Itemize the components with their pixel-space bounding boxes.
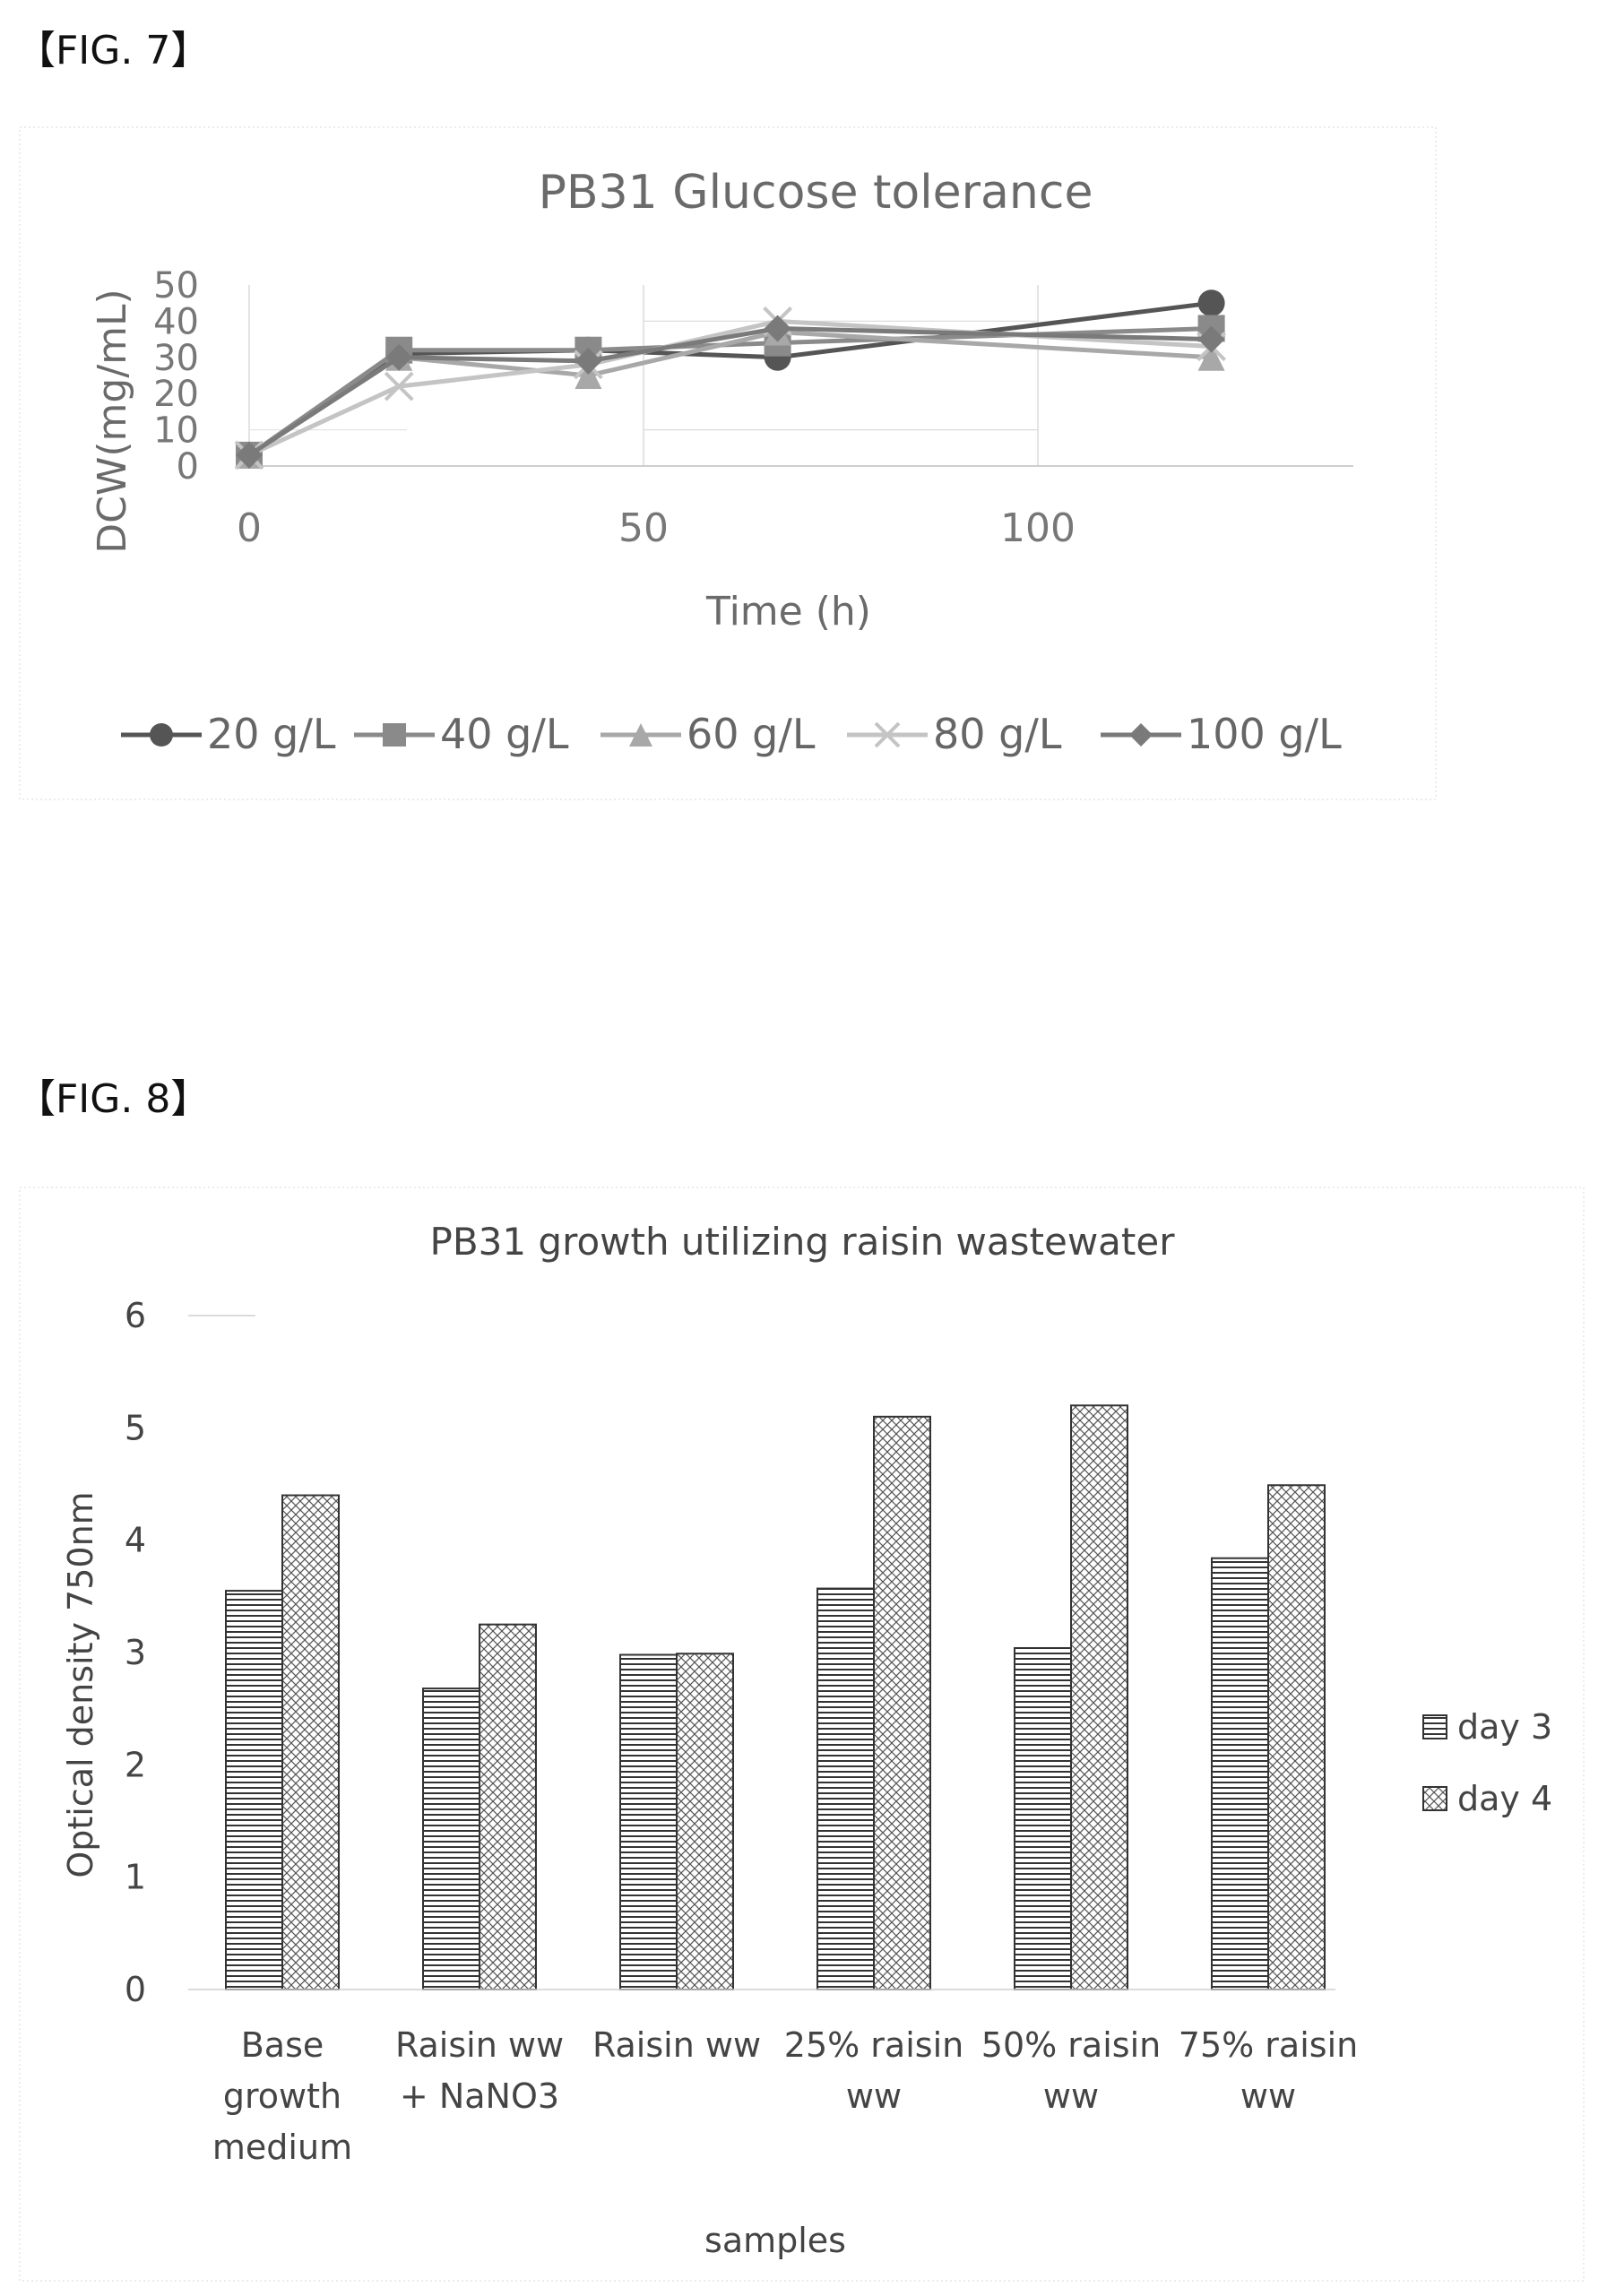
y-tick-label: 4 xyxy=(125,1521,146,1560)
category-label-line: Base xyxy=(241,2025,324,2065)
chart-title: PB31 Glucose tolerance xyxy=(539,166,1093,220)
legend-label: 80 g/L xyxy=(933,710,1062,758)
y-tick-label: 0 xyxy=(125,1970,146,2009)
legend-item: day 4 xyxy=(1422,1779,1552,1818)
legend-label: 60 g/L xyxy=(687,710,816,758)
y-tick-label: 1 xyxy=(125,1858,146,1897)
legend-item: 100 g/L xyxy=(1101,710,1342,758)
legend-item: day 3 xyxy=(1422,1707,1552,1747)
y-tick-label: 3 xyxy=(125,1633,146,1672)
data-point xyxy=(150,723,173,747)
x-tick-label: 50 xyxy=(618,505,669,551)
bars xyxy=(225,1404,1326,1991)
data-point xyxy=(629,723,652,747)
category-label-line: ww xyxy=(846,2076,902,2116)
bar-day-3 xyxy=(1211,1557,1269,1990)
data-point xyxy=(384,371,414,401)
chart-border xyxy=(19,1187,1585,2282)
legend-label: day 3 xyxy=(1457,1707,1552,1747)
legend-label: 100 g/L xyxy=(1187,710,1342,758)
bar-day-4 xyxy=(1070,1404,1128,1991)
chart-title: PB31 growth utilizing raisin wastewater xyxy=(430,1220,1176,1264)
category-label: 25% raisin ww xyxy=(784,2025,963,2116)
x-axis-label: Time (h) xyxy=(705,589,871,634)
bar-day-3 xyxy=(422,1687,480,1991)
category-label-line: Raisin ww xyxy=(592,2025,761,2065)
bar-day-3 xyxy=(619,1653,678,1991)
data-point xyxy=(385,343,413,371)
y-axis-label: Optical density 750nm xyxy=(61,1491,100,1877)
data-point xyxy=(1129,723,1153,747)
data-point xyxy=(764,315,791,342)
x-tick-labels: 0 50 100 xyxy=(237,505,1076,551)
legend-label: 40 g/L xyxy=(440,710,569,758)
x-tick-label: 100 xyxy=(1000,505,1076,551)
x-axis-label: samples xyxy=(704,2221,846,2260)
category-label-line: + NaNO3 xyxy=(400,2076,559,2116)
category-label-line: 50% raisin xyxy=(981,2025,1161,2065)
y-tick-label: 40 xyxy=(153,301,199,342)
data-point xyxy=(1197,289,1225,317)
legend-label: day 4 xyxy=(1457,1779,1552,1818)
figure-7-label: 【FIG. 7】 xyxy=(16,28,211,73)
category-label: Base growth medium xyxy=(212,2025,352,2167)
data-point xyxy=(874,721,901,748)
bar-day-3 xyxy=(225,1590,283,1990)
data-point xyxy=(1197,325,1225,353)
y-tick-labels: 0 1 2 3 4 5 6 xyxy=(125,1296,146,2009)
category-label-line: ww xyxy=(1043,2076,1099,2116)
y-tick-label: 2 xyxy=(125,1745,146,1784)
legend-item: 60 g/L xyxy=(600,710,816,758)
bar-day-4 xyxy=(676,1653,734,1990)
y-tick-label: 20 xyxy=(153,374,199,415)
data-point xyxy=(383,723,406,747)
data-point xyxy=(575,362,602,389)
chart-border xyxy=(19,126,1437,800)
legend-item: 40 g/L xyxy=(354,710,569,758)
category-label: 50% raisin ww xyxy=(981,2025,1161,2116)
y-tick-label: 30 xyxy=(153,338,199,379)
data-point xyxy=(236,441,263,469)
category-label: Raisin ww + NaNO3 xyxy=(395,2025,564,2116)
category-label: Raisin ww xyxy=(592,2025,761,2065)
legend-label: 20 g/L xyxy=(207,710,336,758)
y-tick-label: 50 xyxy=(153,265,199,306)
legend-item: 20 g/L xyxy=(121,710,336,758)
figure-8-label: 【FIG. 8】 xyxy=(16,1076,211,1122)
data-series xyxy=(234,289,1227,470)
series-100-g-L xyxy=(236,315,1225,469)
category-label-line: 75% raisin xyxy=(1179,2025,1358,2065)
y-tick-label: 10 xyxy=(153,410,199,452)
bar-day-4 xyxy=(873,1415,931,1991)
data-point xyxy=(575,347,602,375)
legend-swatch xyxy=(1422,1786,1447,1811)
data-point xyxy=(1197,343,1225,371)
legend-swatch xyxy=(1422,1714,1447,1739)
category-label-line: Raisin ww xyxy=(395,2025,564,2065)
grid-lines xyxy=(248,285,1039,466)
category-label-line: 25% raisin xyxy=(784,2025,963,2065)
bar-day-3 xyxy=(1014,1646,1072,1991)
legend-item: 80 g/L xyxy=(847,710,1062,758)
category-label-line: medium xyxy=(212,2128,352,2167)
bar-day-4 xyxy=(1267,1484,1326,1990)
bar-day-3 xyxy=(816,1587,875,1991)
bar-day-4 xyxy=(281,1494,340,1990)
bar-day-4 xyxy=(479,1623,537,1990)
y-tick-label: 0 xyxy=(177,446,199,488)
category-label-line: ww xyxy=(1240,2076,1296,2116)
x-tick-label: 0 xyxy=(237,505,262,551)
y-axis-label: DCW(mg/mL) xyxy=(90,289,135,553)
legend: day 3 day 4 xyxy=(1422,1707,1552,1818)
y-tick-label: 5 xyxy=(125,1408,146,1447)
y-tick-label: 6 xyxy=(125,1296,146,1335)
legend: 20 g/L 40 g/L 60 g/L 80 g/L 100 g/L xyxy=(121,710,1342,758)
category-label-line: growth xyxy=(223,2076,341,2116)
category-label: 75% raisin ww xyxy=(1179,2025,1358,2116)
